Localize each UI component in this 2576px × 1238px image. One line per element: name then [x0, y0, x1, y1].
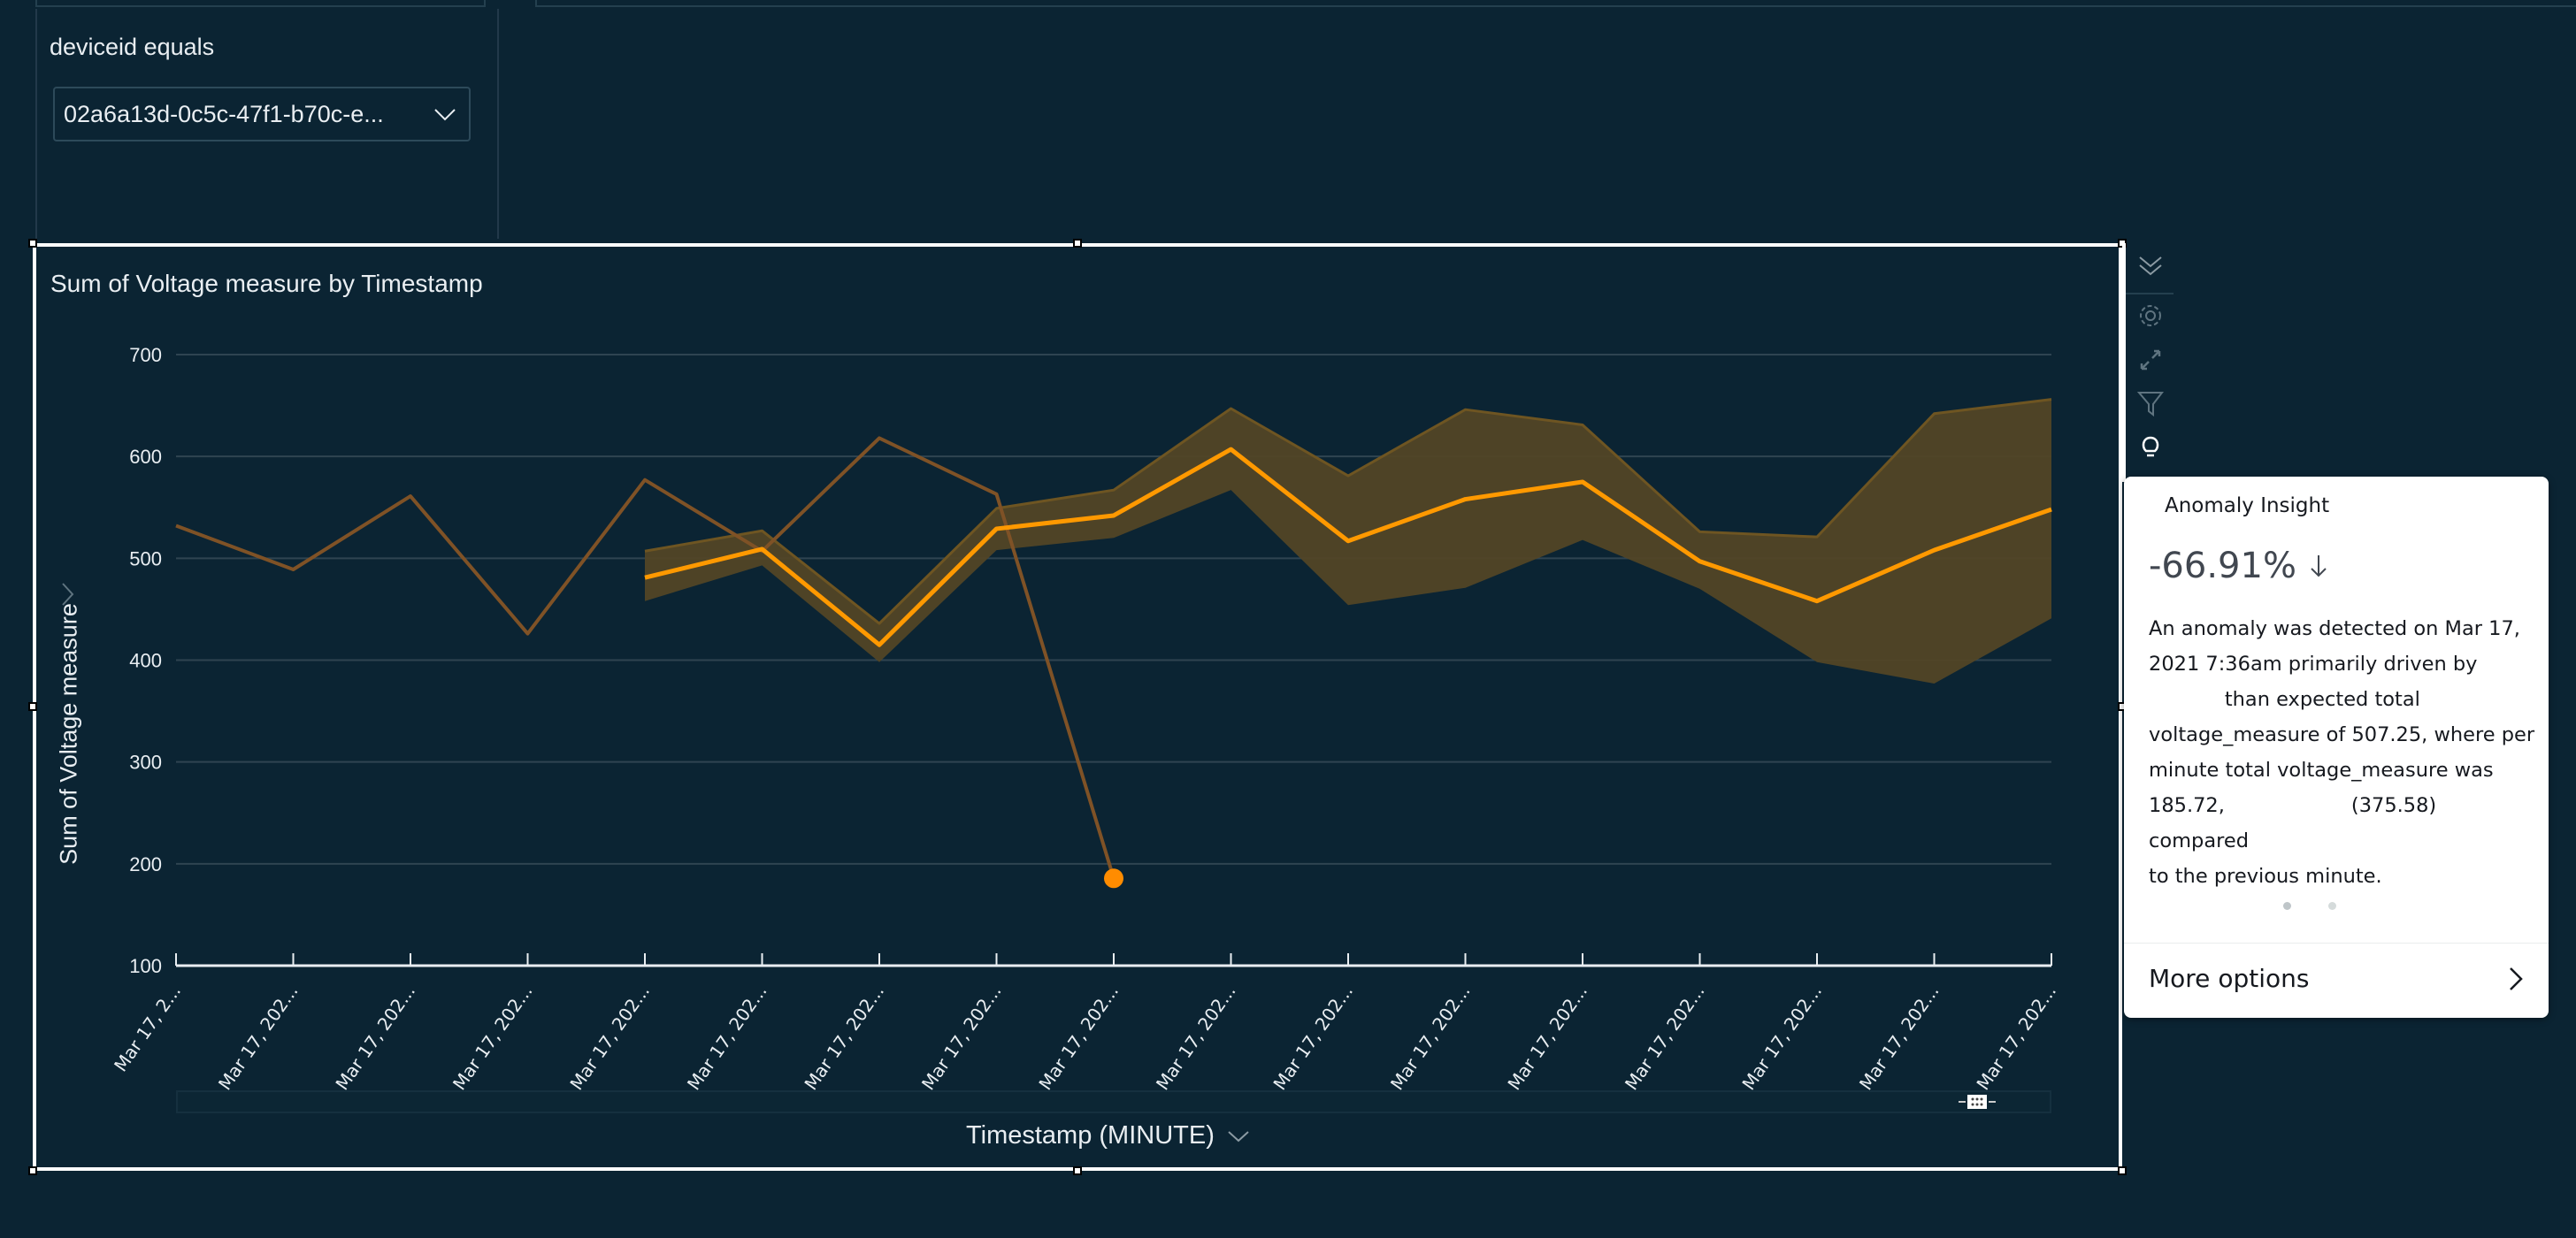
anomaly-insight-card: Anomaly Insight -66.91% An anomaly was d… [2124, 477, 2549, 1018]
y-tick-label: 600 [129, 446, 162, 468]
anomaly-point [1104, 868, 1123, 889]
pagination-dots [2097, 902, 2522, 910]
x-tick-label: Mar 17, 202... [1034, 981, 1123, 1094]
x-axis-scrollbar[interactable] [176, 1090, 2051, 1113]
x-tick-label: Mar 17, 202... [1503, 981, 1591, 1094]
x-tick-label: Mar 17, 202... [683, 981, 771, 1094]
insight-value: -66.91% [2149, 546, 2328, 586]
x-tick-label: Mar 17, 202... [800, 981, 888, 1094]
resize-handle[interactable] [28, 239, 37, 248]
insight-title: Anomaly Insight [2165, 494, 2330, 517]
filter-icon[interactable] [2136, 389, 2165, 417]
dropdown-value: 02a6a13d-0c5c-47f1-b70c-e... [64, 100, 384, 127]
resize-handle[interactable] [28, 1166, 37, 1175]
toolbar-divider [2126, 293, 2174, 294]
grip-icon [1959, 1095, 1996, 1109]
resize-handle[interactable] [1073, 239, 1082, 248]
more-options-label: More options [2149, 964, 2310, 993]
x-tick-label: Mar 17, 202... [917, 981, 1006, 1094]
top-panel-border-left [35, 0, 486, 7]
x-axis-title-text: Timestamp (MINUTE) [966, 1121, 1215, 1150]
x-tick-label: Mar 17, 202... [1269, 981, 1357, 1094]
x-tick-label: Mar 17, 202... [1972, 981, 2060, 1094]
expand-icon[interactable] [2136, 346, 2165, 374]
deviceid-dropdown[interactable]: 02a6a13d-0c5c-47f1-b70c-e... [53, 87, 471, 141]
x-tick-label: Mar 17, 202... [565, 981, 654, 1094]
chevron-right-icon [2510, 967, 2523, 990]
page-dot-1[interactable] [2283, 902, 2291, 910]
y-tick-label: 200 [129, 853, 162, 875]
chevron-down-icon [434, 109, 456, 121]
top-panel-border-right [535, 0, 2576, 7]
lightbulb-icon[interactable] [2136, 433, 2165, 462]
page-dot-2[interactable] [2328, 902, 2336, 910]
expected-series-line [644, 447, 2052, 647]
visual-toolbar [2122, 243, 2174, 482]
resize-handle[interactable] [2118, 1166, 2127, 1175]
collapse-icon[interactable] [2136, 252, 2165, 280]
upper-bound-line [644, 398, 2052, 625]
more-options-button[interactable]: More options [2124, 943, 2549, 1013]
filter-label: deviceid equals [50, 34, 215, 60]
filter-control-panel [35, 9, 499, 239]
x-tick-label: Mar 17, 202... [331, 981, 419, 1094]
y-tick-label: 500 [129, 547, 162, 569]
y-tick-label: 300 [129, 752, 162, 774]
x-tick-label: Mar 17, 202... [448, 981, 537, 1094]
y-axis-title: Sum of Voltage measure [55, 603, 82, 865]
insight-description: An anomaly was detected on Mar 17, 2021 … [2149, 617, 2535, 888]
insight-percent: -66.91% [2149, 546, 2296, 586]
y-tick-label: 700 [129, 344, 162, 366]
x-tick-label: Mar 17, 202... [214, 981, 303, 1094]
x-tick-label: Mar 17, 202... [1152, 981, 1240, 1094]
resize-handle[interactable] [28, 702, 37, 711]
actual-series-line [175, 436, 1116, 879]
gear-icon[interactable] [2136, 302, 2165, 330]
resize-handle[interactable] [1073, 1166, 1082, 1175]
x-tick-label: Mar 17, 202... [1855, 981, 1944, 1094]
x-tick-label: Mar 17, 202... [1737, 981, 1826, 1094]
scrollbar-handle[interactable] [1957, 1093, 1997, 1111]
x-tick-label: Mar 17, 202... [1621, 981, 1709, 1094]
chevron-right-icon[interactable] [58, 580, 78, 608]
arrow-down-icon [2311, 555, 2327, 577]
x-tick-label: Mar 17, 202... [1386, 981, 1475, 1094]
chart-title: Sum of Voltage measure by Timestamp [50, 270, 483, 297]
y-tick-label: 100 [129, 955, 162, 977]
x-axis-title[interactable]: Timestamp (MINUTE) [966, 1121, 1250, 1150]
y-tick-label: 400 [129, 650, 162, 672]
x-tick-label: Mar 17, 2... [110, 981, 185, 1075]
chevron-down-icon [1228, 1130, 1249, 1142]
